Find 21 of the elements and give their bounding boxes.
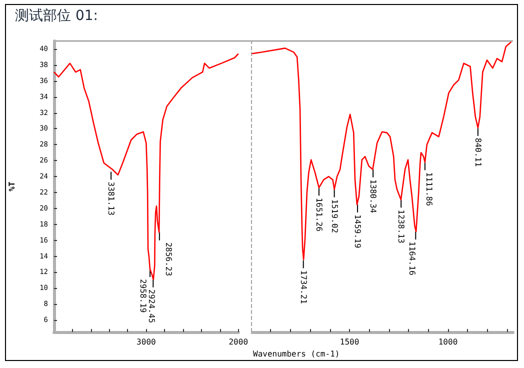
annotation: 2958.19 xyxy=(138,279,148,313)
x-tick-label: 1000 xyxy=(438,338,458,346)
annotation: 3381.13 xyxy=(106,182,116,216)
annotation: 1459.19 xyxy=(353,214,362,248)
annotation: 1380.34 xyxy=(368,179,378,214)
x-axis-title: Wavenumbers (cm-1) xyxy=(253,350,340,358)
annotation: 1238.13 xyxy=(396,210,406,244)
y-axis-title: %T xyxy=(8,182,16,192)
x-tick-label: 1500 xyxy=(340,338,360,346)
annotation: 1651.26 xyxy=(314,198,324,232)
annotation: 1519.02 xyxy=(330,199,339,234)
annotation: 1164.16 xyxy=(407,242,416,276)
annotation: 2856.23 xyxy=(164,242,173,276)
x-tick-label: 3000 xyxy=(136,338,156,346)
x-tick-label: 2000 xyxy=(228,338,248,346)
annotation: 2924.45 xyxy=(146,289,156,324)
line-series xyxy=(53,53,240,280)
annotation: 840.11 xyxy=(473,138,482,167)
chart-title: 测试部位 01: xyxy=(15,8,98,24)
annotation: 1111.86 xyxy=(424,172,434,206)
annotation: 1734.21 xyxy=(298,270,308,304)
